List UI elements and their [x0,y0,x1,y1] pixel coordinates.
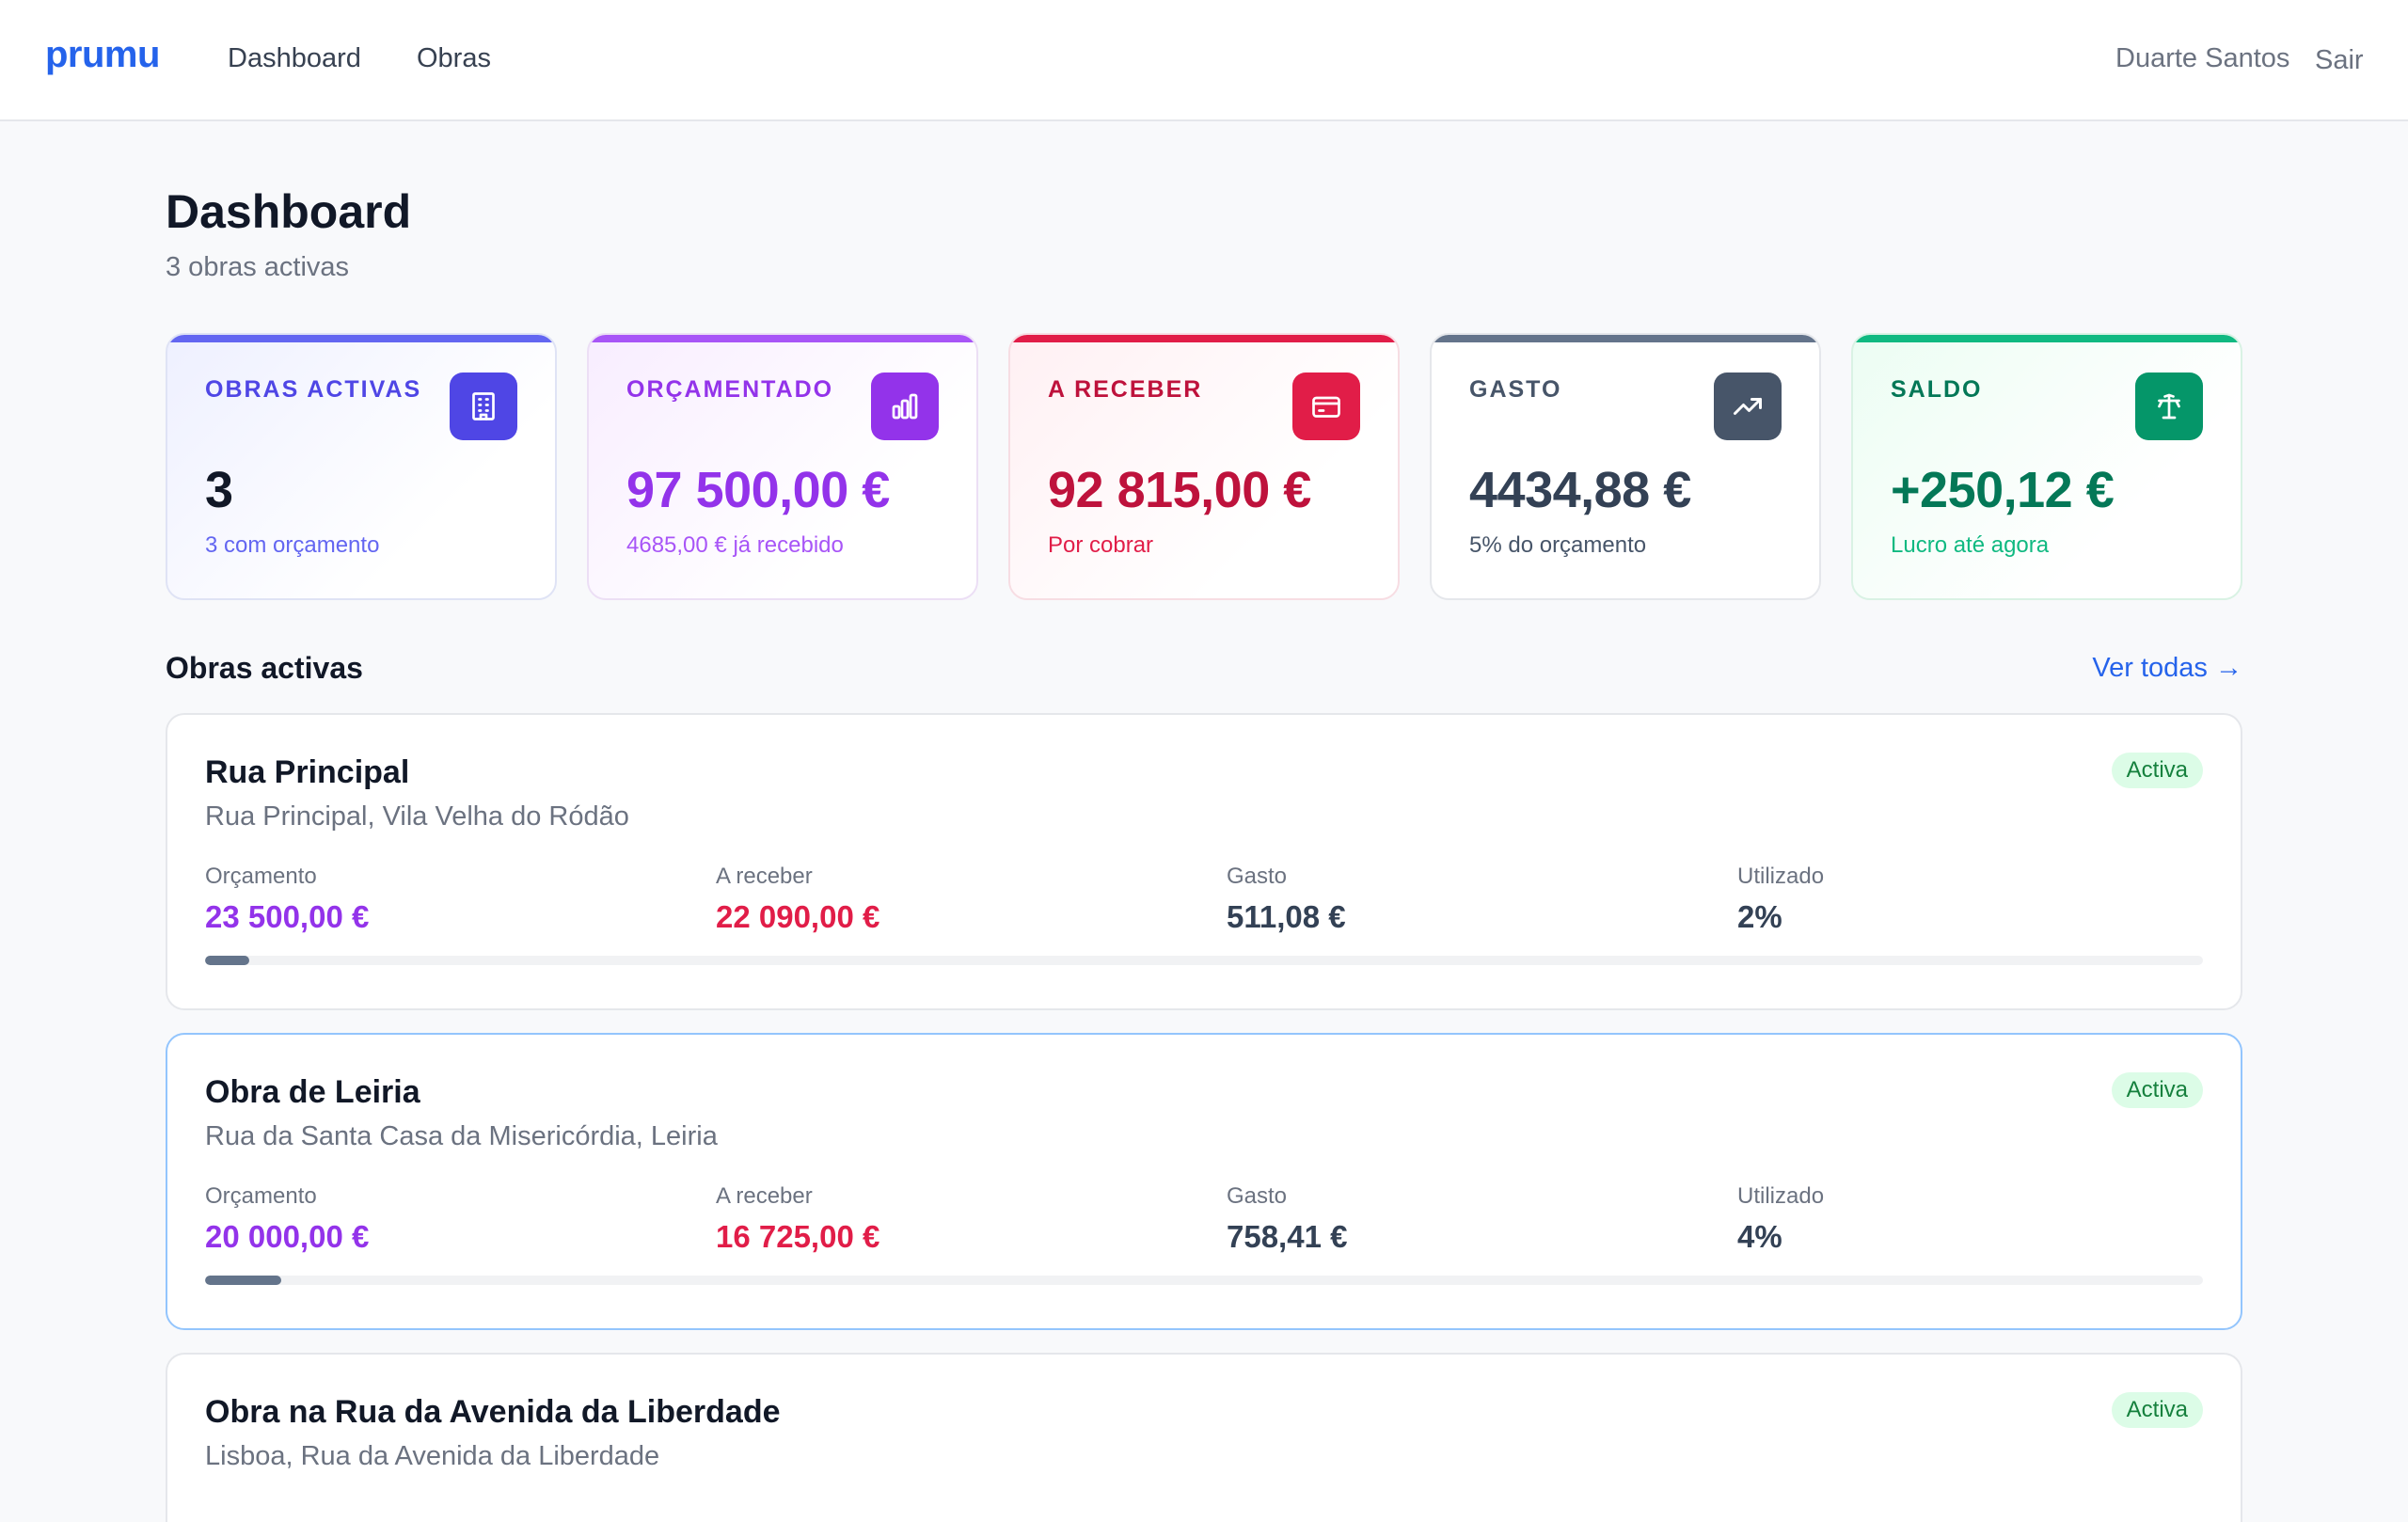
credit-card-icon [1292,373,1360,440]
stat-caption: 5% do orçamento [1469,532,1647,558]
metric-label: Orçamento [205,1183,317,1209]
budget-progress-bar [205,956,2203,965]
budget-progress-fill [205,956,249,965]
stat-accent-bar [1853,335,2241,342]
metric-used: Utilizado 2% [1737,864,1824,935]
metric-value: 20 000,00 € [205,1219,370,1254]
status-badge: Activa [2111,1072,2203,1108]
status-badge: Activa [2111,753,2203,788]
stat-label: GASTO [1469,376,1562,403]
bar-chart-icon [871,373,939,440]
project-card-rua-principal[interactable]: Rua Principal Rua Principal, Vila Velha … [166,713,2242,1010]
brand-logo[interactable]: prumu [45,34,160,75]
stat-card-obras-activas: OBRAS ACTIVAS 3 3 com orçamento [166,333,557,600]
stat-value: +250,12 € [1891,462,2115,518]
page-title: Dashboard [166,185,412,238]
metric-budget: Orçamento 23 500,00 € [205,864,369,935]
metric-label: Gasto [1227,864,1288,889]
project-name: Obra de Leiria [205,1074,420,1110]
stat-caption: 3 com orçamento [205,532,380,558]
metric-value: 16 725,00 € [716,1219,880,1254]
stat-value: 3 [205,462,233,518]
metric-receivable: A receber 22 090,00 € [716,864,879,935]
stat-value: 97 500,00 € [626,462,890,518]
stat-accent-bar [167,335,555,342]
user-name: Duarte Santos [2115,43,2290,73]
stat-label: SALDO [1891,376,1983,403]
metric-budget: Orçamento 20 000,00 € [205,1183,369,1255]
project-address: Lisboa, Rua da Avenida da Liberdade [205,1441,660,1471]
metric-value: 511,08 € [1227,899,1346,934]
metric-value: 22 090,00 € [716,899,880,934]
metric-value: 23 500,00 € [205,899,370,934]
project-address: Rua da Santa Casa da Misericórdia, Leiri… [205,1121,718,1151]
stat-card-a-receber: A RECEBER 92 815,00 € Por cobrar [1008,333,1400,600]
nav-link-dashboard[interactable]: Dashboard [228,43,361,73]
metric-label: Gasto [1227,1183,1288,1209]
budget-progress-fill [205,1276,281,1285]
metric-used: Utilizado 4% [1737,1183,1824,1255]
metric-receivable: A receber 16 725,00 € [716,1183,879,1255]
see-all-link[interactable]: Ver todas → [2092,653,2242,683]
section-title: Obras activas [166,651,363,685]
metric-label: Utilizado [1737,1183,1825,1209]
stat-accent-bar [1432,335,1819,342]
metric-label: Orçamento [205,864,317,889]
stat-value: 4434,88 € [1469,462,1691,518]
stat-label: A RECEBER [1048,376,1203,403]
stat-card-gasto: GASTO 4434,88 € 5% do orçamento [1430,333,1821,600]
metric-spent: Gasto 511,08 € [1227,864,1346,935]
budget-progress-bar [205,1276,2203,1285]
stat-card-orcamentado: ORÇAMENTADO 97 500,00 € 4685,00 € já rec… [587,333,978,600]
nav-link-obras[interactable]: Obras [417,43,491,73]
page-subtitle: 3 obras activas [166,252,350,282]
stat-caption: 4685,00 € já recebido [626,532,844,558]
project-name: Obra na Rua da Avenida da Liberdade [205,1394,781,1430]
metric-label: A receber [716,1183,813,1209]
stat-caption: Por cobrar [1048,532,1154,558]
stat-label: OBRAS ACTIVAS [205,376,422,403]
metric-spent: Gasto 758,41 € [1227,1183,1347,1255]
building-icon [450,373,517,440]
project-card-obra-de-leiria[interactable]: Obra de Leiria Rua da Santa Casa da Mise… [166,1033,2242,1330]
stat-value: 92 815,00 € [1048,462,1311,518]
stat-caption: Lucro até agora [1891,532,2050,558]
top-navbar: prumu Dashboard Obras Duarte Santos Sair [0,0,2408,121]
status-badge: Activa [2111,1392,2203,1428]
metric-label: Utilizado [1737,864,1825,889]
logout-link[interactable]: Sair [2315,45,2364,75]
stat-card-saldo: SALDO +250,12 € Lucro até agora [1851,333,2242,600]
stat-label: ORÇAMENTADO [626,376,834,403]
metric-value: 758,41 € [1227,1219,1348,1254]
project-name: Rua Principal [205,754,410,790]
stat-accent-bar [1010,335,1398,342]
metric-label: A receber [716,864,813,889]
scale-icon [2135,373,2203,440]
metric-value: 4% [1737,1219,1782,1254]
project-card-avenida-da-liberdade[interactable]: Obra na Rua da Avenida da Liberdade Lisb… [166,1353,2242,1522]
stat-accent-bar [589,335,976,342]
metric-value: 2% [1737,899,1782,934]
trending-up-icon [1714,373,1782,440]
project-address: Rua Principal, Vila Velha do Ródão [205,801,629,832]
